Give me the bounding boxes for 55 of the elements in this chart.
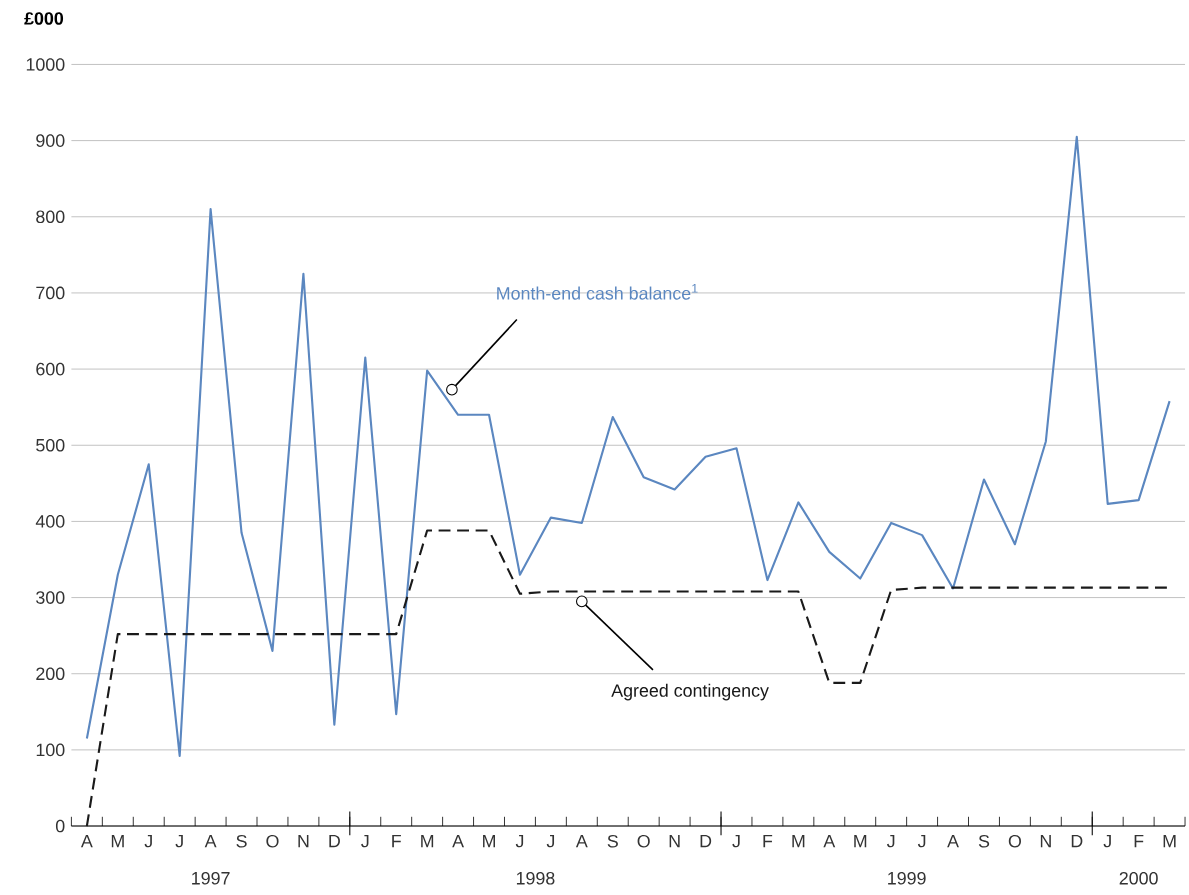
- x-tick-label: D: [1071, 834, 1083, 847]
- x-tick-label: O: [1008, 834, 1022, 848]
- x-tick-label: J: [361, 834, 369, 848]
- y-tick-label: 800: [36, 210, 65, 223]
- x-tick-label: J: [732, 834, 740, 848]
- x-tick-label: N: [1040, 834, 1051, 847]
- x-tick-label: J: [515, 834, 524, 848]
- text: 1999: [888, 871, 926, 885]
- x-tick-label: D: [700, 834, 712, 847]
- y-axis-title: £000: [24, 11, 64, 25]
- x-tick-label: M: [854, 834, 867, 847]
- y-tick-label: 300: [36, 591, 65, 604]
- text: 1998: [516, 871, 555, 885]
- x-tick-label: S: [236, 834, 247, 848]
- x-tick-label: F: [392, 834, 401, 847]
- x-tick-label: D: [329, 834, 340, 847]
- x-tick-label: A: [575, 834, 588, 847]
- y-tick-label: 700: [36, 286, 65, 300]
- x-tick-label: J: [546, 834, 555, 848]
- text: 2000: [1119, 871, 1158, 885]
- x-tick-label: M: [111, 834, 124, 847]
- y-tick-label: 400: [35, 514, 65, 528]
- y-tick-label: 900: [36, 134, 65, 147]
- text: Month-end cash balance$^{1}$: [497, 283, 698, 300]
- x-tick-label: A: [204, 834, 217, 847]
- x-tick-label: S: [978, 834, 990, 848]
- y-tick-label: 100: [36, 743, 65, 756]
- x-tick-label: A: [452, 834, 465, 847]
- x-tick-label: J: [917, 834, 926, 848]
- x-tick-label: O: [637, 834, 650, 848]
- x-tick-label: J: [175, 834, 183, 848]
- text: 1997: [192, 871, 230, 885]
- y-tick-label: 1000: [26, 57, 65, 71]
- y-tick-label: 500: [36, 438, 65, 452]
- x-tick-label: N: [669, 834, 680, 847]
- x-tick-label: M: [792, 834, 805, 847]
- text: Agreed contingency: [611, 683, 769, 701]
- x-tick-label: M: [421, 834, 434, 847]
- x-tick-label: O: [266, 834, 279, 848]
- y-tick-label: 0: [55, 819, 65, 833]
- x-tick-label: M: [483, 834, 495, 847]
- y-tick-label: 600: [36, 362, 65, 376]
- x-tick-label: M: [1163, 834, 1176, 847]
- x-tick-label: J: [886, 834, 895, 848]
- x-tick-label: A: [80, 834, 93, 847]
- x-tick-label: J: [144, 834, 152, 848]
- x-tick-label: N: [298, 834, 309, 847]
- x-tick-label: S: [607, 834, 618, 848]
- x-tick-label: J: [1103, 834, 1111, 848]
- x-tick-label: A: [947, 834, 959, 847]
- y-tick-label: 200: [36, 667, 65, 680]
- x-tick-label: A: [823, 834, 836, 847]
- x-tick-label: F: [1134, 834, 1144, 847]
- line-series: [85, 135, 1171, 757]
- x-tick-label: F: [763, 834, 773, 847]
